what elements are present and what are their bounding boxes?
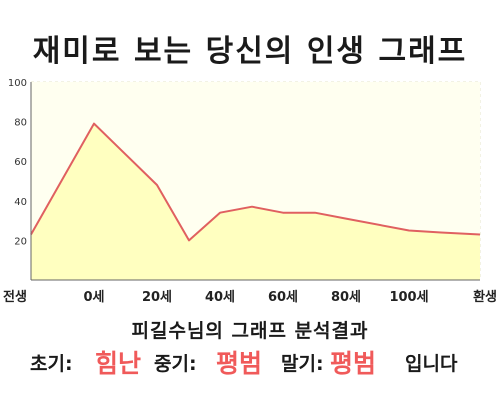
x-tick-label: 전생 xyxy=(3,289,27,305)
y-axis-labels: 20 40 60 80 100 xyxy=(8,78,27,247)
early-stage-label: 초기: xyxy=(30,353,73,375)
x-tick-label: 환생 xyxy=(473,289,497,305)
y-tick-label: 40 xyxy=(14,197,27,208)
results-suffix: 입니다 xyxy=(405,353,458,375)
plot-area xyxy=(30,82,481,281)
y-tick-label: 100 xyxy=(8,78,27,89)
area-fill xyxy=(31,123,480,280)
mid-stage-label: 중기: xyxy=(154,353,197,375)
x-axis-labels: 전생 0세 20세 40세 60세 80세 100세 환생 xyxy=(3,289,497,305)
y-tick-label: 20 xyxy=(14,236,27,247)
x-tick-label: 100세 xyxy=(389,290,428,305)
page-title: 재미로 보는 당신의 인생 그래프 xyxy=(32,34,468,69)
series-line xyxy=(30,122,481,242)
x-tick-label: 0세 xyxy=(83,290,104,305)
life-graph-chart: 20 40 60 80 100 전생 0세 20세 40세 60세 80세 100세 환생 xyxy=(3,78,497,305)
early-stage-value: 힘난 xyxy=(95,349,142,378)
analysis-results: 초기: 힘난 중기: 평범 말기: 평범 입니다 xyxy=(0,348,500,380)
y-tick-label: 80 xyxy=(14,118,27,129)
x-tick-label: 20세 xyxy=(142,290,172,305)
x-tick-label: 40세 xyxy=(205,290,235,305)
mid-stage-value: 평범 xyxy=(216,349,263,378)
x-tick-label: 60세 xyxy=(268,290,298,305)
late-stage-value: 평범 xyxy=(330,349,377,378)
late-stage-label: 말기: xyxy=(281,353,324,375)
y-tick-label: 60 xyxy=(14,157,27,168)
analysis-subtitle: 피길수님의 그래프 분석결과 xyxy=(131,320,369,342)
x-tick-label: 80세 xyxy=(331,290,361,305)
